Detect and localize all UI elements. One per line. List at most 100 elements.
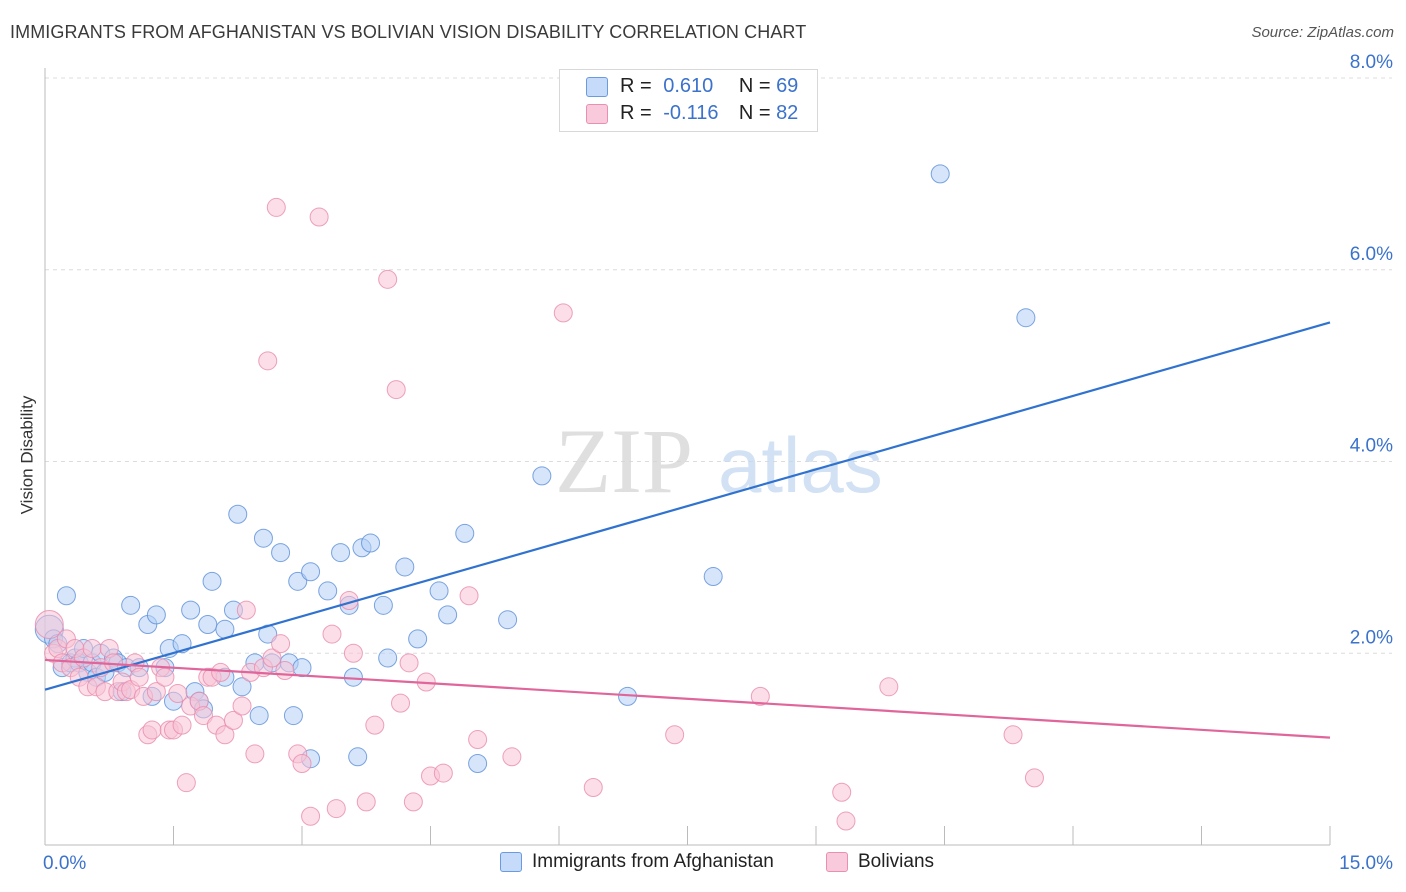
data-point — [930, 164, 950, 184]
data-point — [583, 777, 603, 797]
bottom-legend-afghanistan: Immigrants from Afghanistan — [500, 851, 774, 873]
data-point — [266, 197, 286, 217]
data-point — [879, 677, 899, 697]
trend-line-bolivians — [44, 658, 1331, 739]
data-point — [288, 571, 308, 591]
legend-r-value: -0.116 — [663, 102, 719, 125]
legend-n-value: 82 — [776, 102, 799, 125]
data-point — [245, 744, 265, 764]
y-tick-label: 4.0% — [1350, 436, 1393, 457]
data-point — [459, 586, 479, 606]
data-point — [532, 466, 552, 486]
legend-r-label: R = — [620, 102, 652, 125]
x-tick-label: 0.0% — [43, 853, 86, 874]
data-point — [142, 720, 162, 740]
data-point — [155, 667, 175, 687]
data-point — [468, 730, 488, 750]
data-point — [262, 648, 282, 668]
legend-n-label: N = — [738, 75, 771, 98]
data-point — [249, 706, 269, 726]
data-point — [198, 614, 218, 634]
data-point — [34, 609, 64, 639]
data-point — [129, 667, 149, 687]
data-point — [356, 792, 376, 812]
bottom-legend-label: Immigrants from Afghanistan — [532, 851, 774, 872]
data-point — [253, 528, 273, 548]
data-point — [438, 605, 458, 625]
legend-row-afghanistan: R = 0.610 N = 69 — [586, 75, 798, 99]
data-point — [146, 682, 166, 702]
data-point — [236, 600, 256, 620]
trend-lines — [44, 321, 1331, 739]
data-point — [121, 595, 141, 615]
data-point — [271, 634, 291, 654]
y-tick-label: 2.0% — [1350, 627, 1393, 648]
legend-row-bolivians: R = -0.116 N = 82 — [586, 102, 798, 126]
legend-r-value: 0.610 — [663, 75, 714, 98]
x-tick-label: 15.0% — [1339, 853, 1393, 874]
data-point — [343, 643, 363, 663]
bottom-legend-bolivians: Bolivians — [826, 851, 934, 873]
data-point — [301, 806, 321, 826]
data-point — [193, 706, 213, 726]
data-point — [82, 638, 102, 658]
data-point — [361, 533, 381, 553]
data-point — [326, 799, 346, 819]
watermark-atlas: atlas — [718, 421, 883, 509]
data-point — [455, 523, 475, 543]
data-point — [318, 581, 338, 601]
data-point — [258, 351, 278, 371]
data-point — [429, 581, 449, 601]
tick-labels: 2.0% 4.0% 6.0% 8.0% 0.0% 15.0% — [43, 52, 1393, 874]
data-point — [1003, 725, 1023, 745]
data-point — [176, 773, 196, 793]
data-point — [271, 543, 291, 563]
data-point — [399, 653, 419, 673]
data-point — [832, 782, 852, 802]
chart-title: IMMIGRANTS FROM AFGHANISTAN VS BOLIVIAN … — [10, 22, 807, 42]
data-point — [292, 754, 312, 774]
data-point — [750, 686, 770, 706]
data-point — [498, 610, 518, 630]
data-point — [365, 715, 385, 735]
data-point — [232, 677, 252, 697]
data-point — [386, 380, 406, 400]
legend-swatch-bolivians — [586, 103, 608, 124]
data-point — [502, 747, 522, 767]
data-point — [146, 605, 166, 625]
data-point — [331, 543, 351, 563]
y-tick-label: 6.0% — [1350, 244, 1393, 265]
watermark-zip: ZIP — [555, 410, 693, 512]
bottom-legend-swatch-afghanistan — [500, 852, 522, 872]
data-point — [378, 269, 398, 289]
data-point — [391, 693, 411, 713]
legend-swatch-afghanistan — [586, 76, 608, 97]
data-point — [292, 658, 312, 678]
data-point — [232, 696, 252, 716]
watermark: ZIP atlas — [555, 410, 883, 512]
data-point — [275, 661, 295, 681]
data-point — [703, 567, 723, 587]
data-point — [181, 600, 201, 620]
data-point — [395, 557, 415, 577]
source-label: Source: ZipAtlas.com — [1251, 24, 1394, 41]
data-point — [403, 792, 423, 812]
data-point — [468, 754, 488, 774]
data-point — [168, 684, 188, 704]
data-point — [408, 629, 428, 649]
data-point — [215, 725, 235, 745]
data-point — [322, 624, 342, 644]
stats-legend: R = 0.610 N = 69 R = -0.116 N = 82 — [559, 69, 818, 132]
bottom-legend-swatch-bolivians — [826, 852, 848, 872]
data-point — [172, 715, 192, 735]
trend-line-afghanistan — [44, 321, 1331, 691]
series-bolivians-points — [34, 197, 1044, 831]
gridlines — [45, 77, 1392, 654]
data-point — [348, 747, 368, 767]
data-point — [309, 207, 329, 227]
data-point — [202, 571, 222, 591]
bottom-legend-label: Bolivians — [858, 851, 935, 872]
data-point — [56, 586, 76, 606]
data-point — [378, 648, 398, 668]
